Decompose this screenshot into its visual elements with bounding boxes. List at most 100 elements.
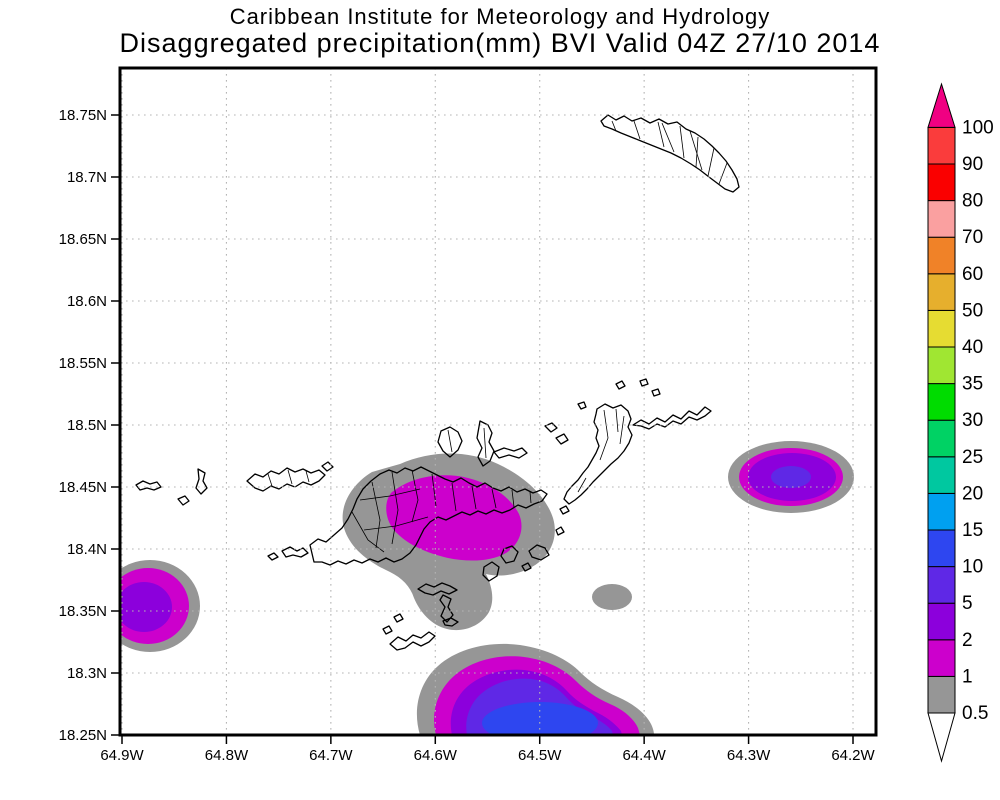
coastline-mesh-line <box>363 516 429 531</box>
colorbar-over-arrow <box>927 82 956 128</box>
gridlines <box>120 68 876 736</box>
coastline-island <box>563 403 633 505</box>
coastline-island <box>382 625 393 635</box>
colorbar-segment <box>927 529 956 568</box>
coastline-mesh-line <box>707 147 715 177</box>
y-tick-label: 18.75N <box>59 107 107 124</box>
coastline-island <box>482 561 500 582</box>
coastline-island <box>528 544 550 561</box>
x-tick-label: 64.8W <box>205 747 249 764</box>
y-tick-label: 18.55N <box>59 355 107 372</box>
colorbar-tick-label: 60 <box>962 264 983 285</box>
coastline-mesh-line <box>619 415 625 445</box>
coastline-mesh-line <box>471 485 477 510</box>
coastline-mesh-line <box>599 409 609 461</box>
colorbar-tick-label: 20 <box>962 483 983 504</box>
coastline-mesh-line <box>577 477 587 493</box>
coastline-island <box>500 545 519 564</box>
y-tick-label: 18.7N <box>67 169 107 186</box>
y-tick-label: 18.35N <box>59 603 107 620</box>
coastline-island <box>493 447 528 459</box>
coastline-island <box>600 114 740 193</box>
y-tick-label: 18.25N <box>59 727 107 744</box>
precip-region-south-cell-10mm <box>482 702 598 735</box>
colorbar-tick-label: 0.5 <box>962 703 988 724</box>
coastline-mesh-line <box>718 162 728 185</box>
coastline-mesh-line <box>491 488 497 509</box>
coastline-island <box>559 505 570 515</box>
colorbar-tick-label: 80 <box>962 191 983 212</box>
x-tick-label: 64.4W <box>622 747 666 764</box>
coastline-island <box>651 388 661 397</box>
coastline-island <box>195 468 208 495</box>
colorbar-segment <box>927 639 956 677</box>
colorbar-tick-label: 1 <box>962 666 973 687</box>
colorbar-tick-label: 50 <box>962 300 983 321</box>
coastline-mesh-line <box>267 473 273 487</box>
coastline-mesh-line <box>359 488 421 501</box>
x-tick-label: 64.7W <box>309 747 353 764</box>
colorbar-segment <box>927 163 956 202</box>
x-tick-label: 64.3W <box>727 747 771 764</box>
colorbar-segment <box>927 566 956 604</box>
y-tick-label: 18.4N <box>67 541 107 558</box>
coastline-mesh-line <box>661 122 675 153</box>
coastline-mesh-line <box>483 427 487 459</box>
colorbar-tick-label: 70 <box>962 227 983 248</box>
colorbar-segment <box>927 675 956 714</box>
colorbar-segment <box>927 200 956 238</box>
precip-region-east-cell-5mm <box>771 466 811 488</box>
colorbar-segment <box>927 236 956 275</box>
colorbar-segment <box>927 419 956 458</box>
colorbar-tick-label: 30 <box>962 410 983 431</box>
colorbar-tick-label: 100 <box>962 117 994 138</box>
coastline-island <box>267 552 279 561</box>
colorbar-tick-label: 10 <box>962 557 983 578</box>
coastline-mesh-line <box>351 511 385 553</box>
coastline-island <box>309 466 548 566</box>
coastline-island <box>476 420 495 467</box>
coastline-mesh-line <box>451 482 457 512</box>
coastline-island <box>437 426 463 458</box>
colorbar-tick-label: 5 <box>962 593 973 614</box>
coastline-mesh-line <box>371 481 381 549</box>
x-tick-label: 64.9W <box>100 747 144 764</box>
coastline-mesh-line <box>391 471 399 545</box>
coastline-island <box>246 467 326 492</box>
coastline-mesh-line <box>511 489 515 508</box>
coastline-island <box>389 631 436 651</box>
x-tick-label: 64.5W <box>518 747 562 764</box>
y-tick-label: 18.5N <box>67 417 107 434</box>
coastline-island <box>135 480 162 491</box>
colorbar-segment <box>927 456 956 494</box>
precip-region-west-cell-2mm <box>120 582 172 632</box>
coastline-island <box>544 422 558 433</box>
y-tick-label: 18.45N <box>59 479 107 496</box>
coastline-island <box>615 380 626 390</box>
colorbar-segment <box>927 309 956 348</box>
coastline-island <box>555 433 569 445</box>
coastline-island <box>632 406 712 430</box>
coastline-mesh-line <box>411 469 419 523</box>
coastline-mesh-line <box>633 120 641 140</box>
colorbar-under-arrow <box>927 712 956 763</box>
coastline-mesh-line <box>695 136 699 168</box>
colorbar-segment <box>927 492 956 531</box>
y-tick-label: 18.6N <box>67 293 107 310</box>
x-tick-label: 64.2W <box>831 747 875 764</box>
coastline-island <box>555 526 565 536</box>
coastline-mesh-line <box>529 491 532 504</box>
colorbar-tick-label: 2 <box>962 630 973 651</box>
coastline-mesh-line <box>447 429 453 453</box>
axis-ticks: 64.9W 64.8W 64.7W 64.6W 64.5W 64.4W 64.3W 64.2W… <box>59 107 876 764</box>
coastline-mesh-line <box>689 130 703 171</box>
precip-region-mid-small-cell-0.5mm <box>592 584 632 610</box>
precip-region-central-cell-1mm <box>386 475 522 561</box>
colorbar-segment <box>927 383 956 421</box>
map-frame <box>118 66 878 737</box>
colorbar-tick-label: 40 <box>962 337 983 358</box>
coastline-island <box>177 495 190 506</box>
